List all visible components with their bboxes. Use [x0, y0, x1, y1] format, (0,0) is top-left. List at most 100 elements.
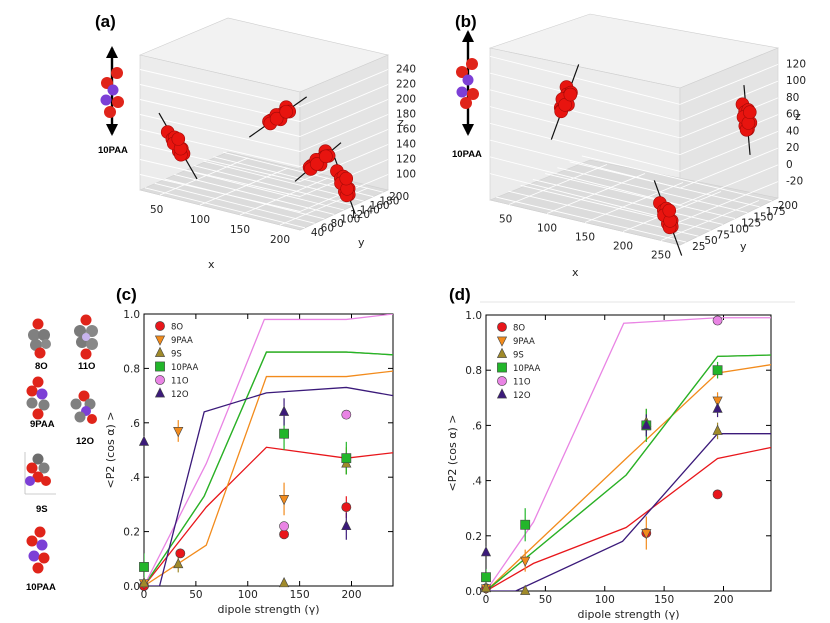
series-line-11O: [144, 314, 393, 586]
x-tick-label: 50: [150, 204, 163, 216]
panel-a-reference-molecule: 10PAA: [98, 46, 128, 156]
grid-line: [299, 84, 389, 122]
grid-line: [679, 130, 779, 172]
grid-line: [154, 182, 315, 224]
panel-a-phosphorus-atom: [100, 94, 112, 106]
legend-label-8O: 8O: [513, 324, 525, 334]
data-point-8O: [712, 489, 723, 500]
z-tick-label: 120: [396, 154, 416, 166]
panel-b-x-label: x: [572, 266, 579, 279]
data-point-8O: [341, 502, 352, 513]
data-point-9S: [520, 584, 531, 595]
panel-b-molecule-label: 10PAA: [452, 149, 482, 160]
grid-line: [489, 106, 681, 156]
chart-d: 0 50 100 150 200 0.0 0.2 .4 .6 0.8 1.0 dipole stren…: [446, 310, 772, 621]
panel-a-grid: [139, 69, 389, 229]
chart-c: 0 50 100 150 200 0.0 0.2 .4 .6 0.8 1.0 dipole stren…: [104, 309, 394, 616]
panel-a-phosphorus-atom: [107, 84, 119, 96]
y-tick-label: 0.0: [465, 586, 482, 598]
data-point-9S: [278, 577, 290, 588]
grid-line: [223, 151, 384, 193]
grid-line: [508, 164, 608, 205]
panel-a-oxygen-atom: [111, 67, 123, 79]
molecule-10PAA: [26, 526, 50, 574]
legend-label-11O: 11O: [513, 378, 531, 388]
panel-a-y-label: y: [358, 236, 365, 249]
y-tick-label: .4: [130, 472, 140, 484]
data-point-8O: [279, 529, 289, 540]
panel-b-phosphorus-atom: [462, 74, 474, 86]
molecule-label-9PAA: 9PAA: [30, 419, 55, 430]
grid-line: [139, 114, 301, 152]
legend: 8O 9PAA 9S 10PAA 11O 12O: [496, 322, 540, 401]
grid-line: [546, 173, 646, 214]
y-tick-label: 175: [766, 206, 786, 218]
x-tick-label: 0: [483, 594, 490, 606]
grid-line: [139, 159, 301, 197]
data-point-11O: [341, 409, 352, 420]
x-tick-label: 50: [539, 594, 552, 606]
z-tick-label: 160: [396, 124, 416, 136]
legend-marker-8O: [497, 322, 507, 332]
series-line-11O: [486, 317, 771, 591]
z-tick-label: -20: [786, 176, 803, 188]
panel-b-phosphorus-atom: [456, 86, 468, 98]
data-point-9S: [712, 424, 723, 435]
grid-line: [679, 164, 779, 206]
legend: 8O 9PAA 9S 10PAA 11O 12O: [154, 321, 198, 400]
z-tick-label: 40: [786, 125, 799, 137]
panel-c-label: (c): [116, 285, 137, 304]
z-tick-label: 220: [396, 79, 416, 91]
series-line-10PAA: [486, 354, 771, 591]
panel-b-molecule-clusters: [550, 64, 758, 256]
grid-line: [203, 160, 364, 202]
series-line-12O: [144, 386, 393, 586]
x-tick-label: 200: [270, 234, 290, 246]
y-tick-label: 140: [360, 205, 380, 217]
legend-marker-9S: [154, 346, 166, 357]
x-tick-label: 50: [189, 589, 202, 601]
molecule-9S: [24, 452, 56, 495]
molecule-12O: [70, 390, 97, 424]
legend-label-9PAA: 9PAA: [171, 336, 193, 346]
grid-line: [679, 147, 779, 189]
panel-b-arrow-head-down: [462, 124, 474, 136]
legend-marker-12O: [496, 388, 508, 399]
grid-line: [174, 174, 335, 215]
y-tick-label: 80: [330, 218, 343, 230]
grid-line: [532, 178, 723, 225]
oxygen-atom: [310, 157, 324, 171]
grid-line: [139, 69, 301, 107]
panel-b-oxygen-atom: [466, 58, 478, 70]
legend-marker-9PAA: [154, 335, 166, 346]
data-point-11O: [279, 521, 289, 532]
grid-line: [679, 80, 779, 122]
data-point-12O: [138, 435, 150, 446]
grid-line: [489, 72, 681, 122]
data-point-12O: [641, 419, 652, 430]
plot-frame: [485, 314, 772, 592]
oxygen-atom: [662, 203, 677, 218]
molecule-label-12O: 12O: [76, 436, 94, 447]
panel-b-arrow-head-up: [462, 30, 474, 42]
panel-a-ticks: 1001201401601802002202405010015020040608…: [150, 64, 416, 247]
grid-line: [299, 114, 389, 152]
y-tick-label: 0.8: [123, 363, 140, 375]
panel-a-arrow-head-down: [106, 124, 118, 136]
y-tick-label: 60: [321, 222, 334, 234]
grid-line: [520, 184, 711, 231]
molecule-11O: [74, 314, 98, 360]
data-point-10PAA: [341, 453, 352, 464]
z-tick-label: 60: [786, 109, 799, 121]
x-tick-label: 100: [190, 214, 210, 226]
data-point-9PAA: [641, 529, 652, 540]
y-tick-label: 40: [311, 227, 324, 239]
x-axis-label: dipole strength (γ): [578, 608, 680, 621]
oxygen-atom: [339, 171, 354, 186]
legend-label-9PAA: 9PAA: [513, 337, 535, 347]
series-line-9PAA: [144, 370, 393, 586]
y-tick-label: 0.2: [465, 531, 482, 543]
legend-marker-11O: [155, 375, 165, 385]
z-tick-label: 120: [786, 58, 806, 70]
